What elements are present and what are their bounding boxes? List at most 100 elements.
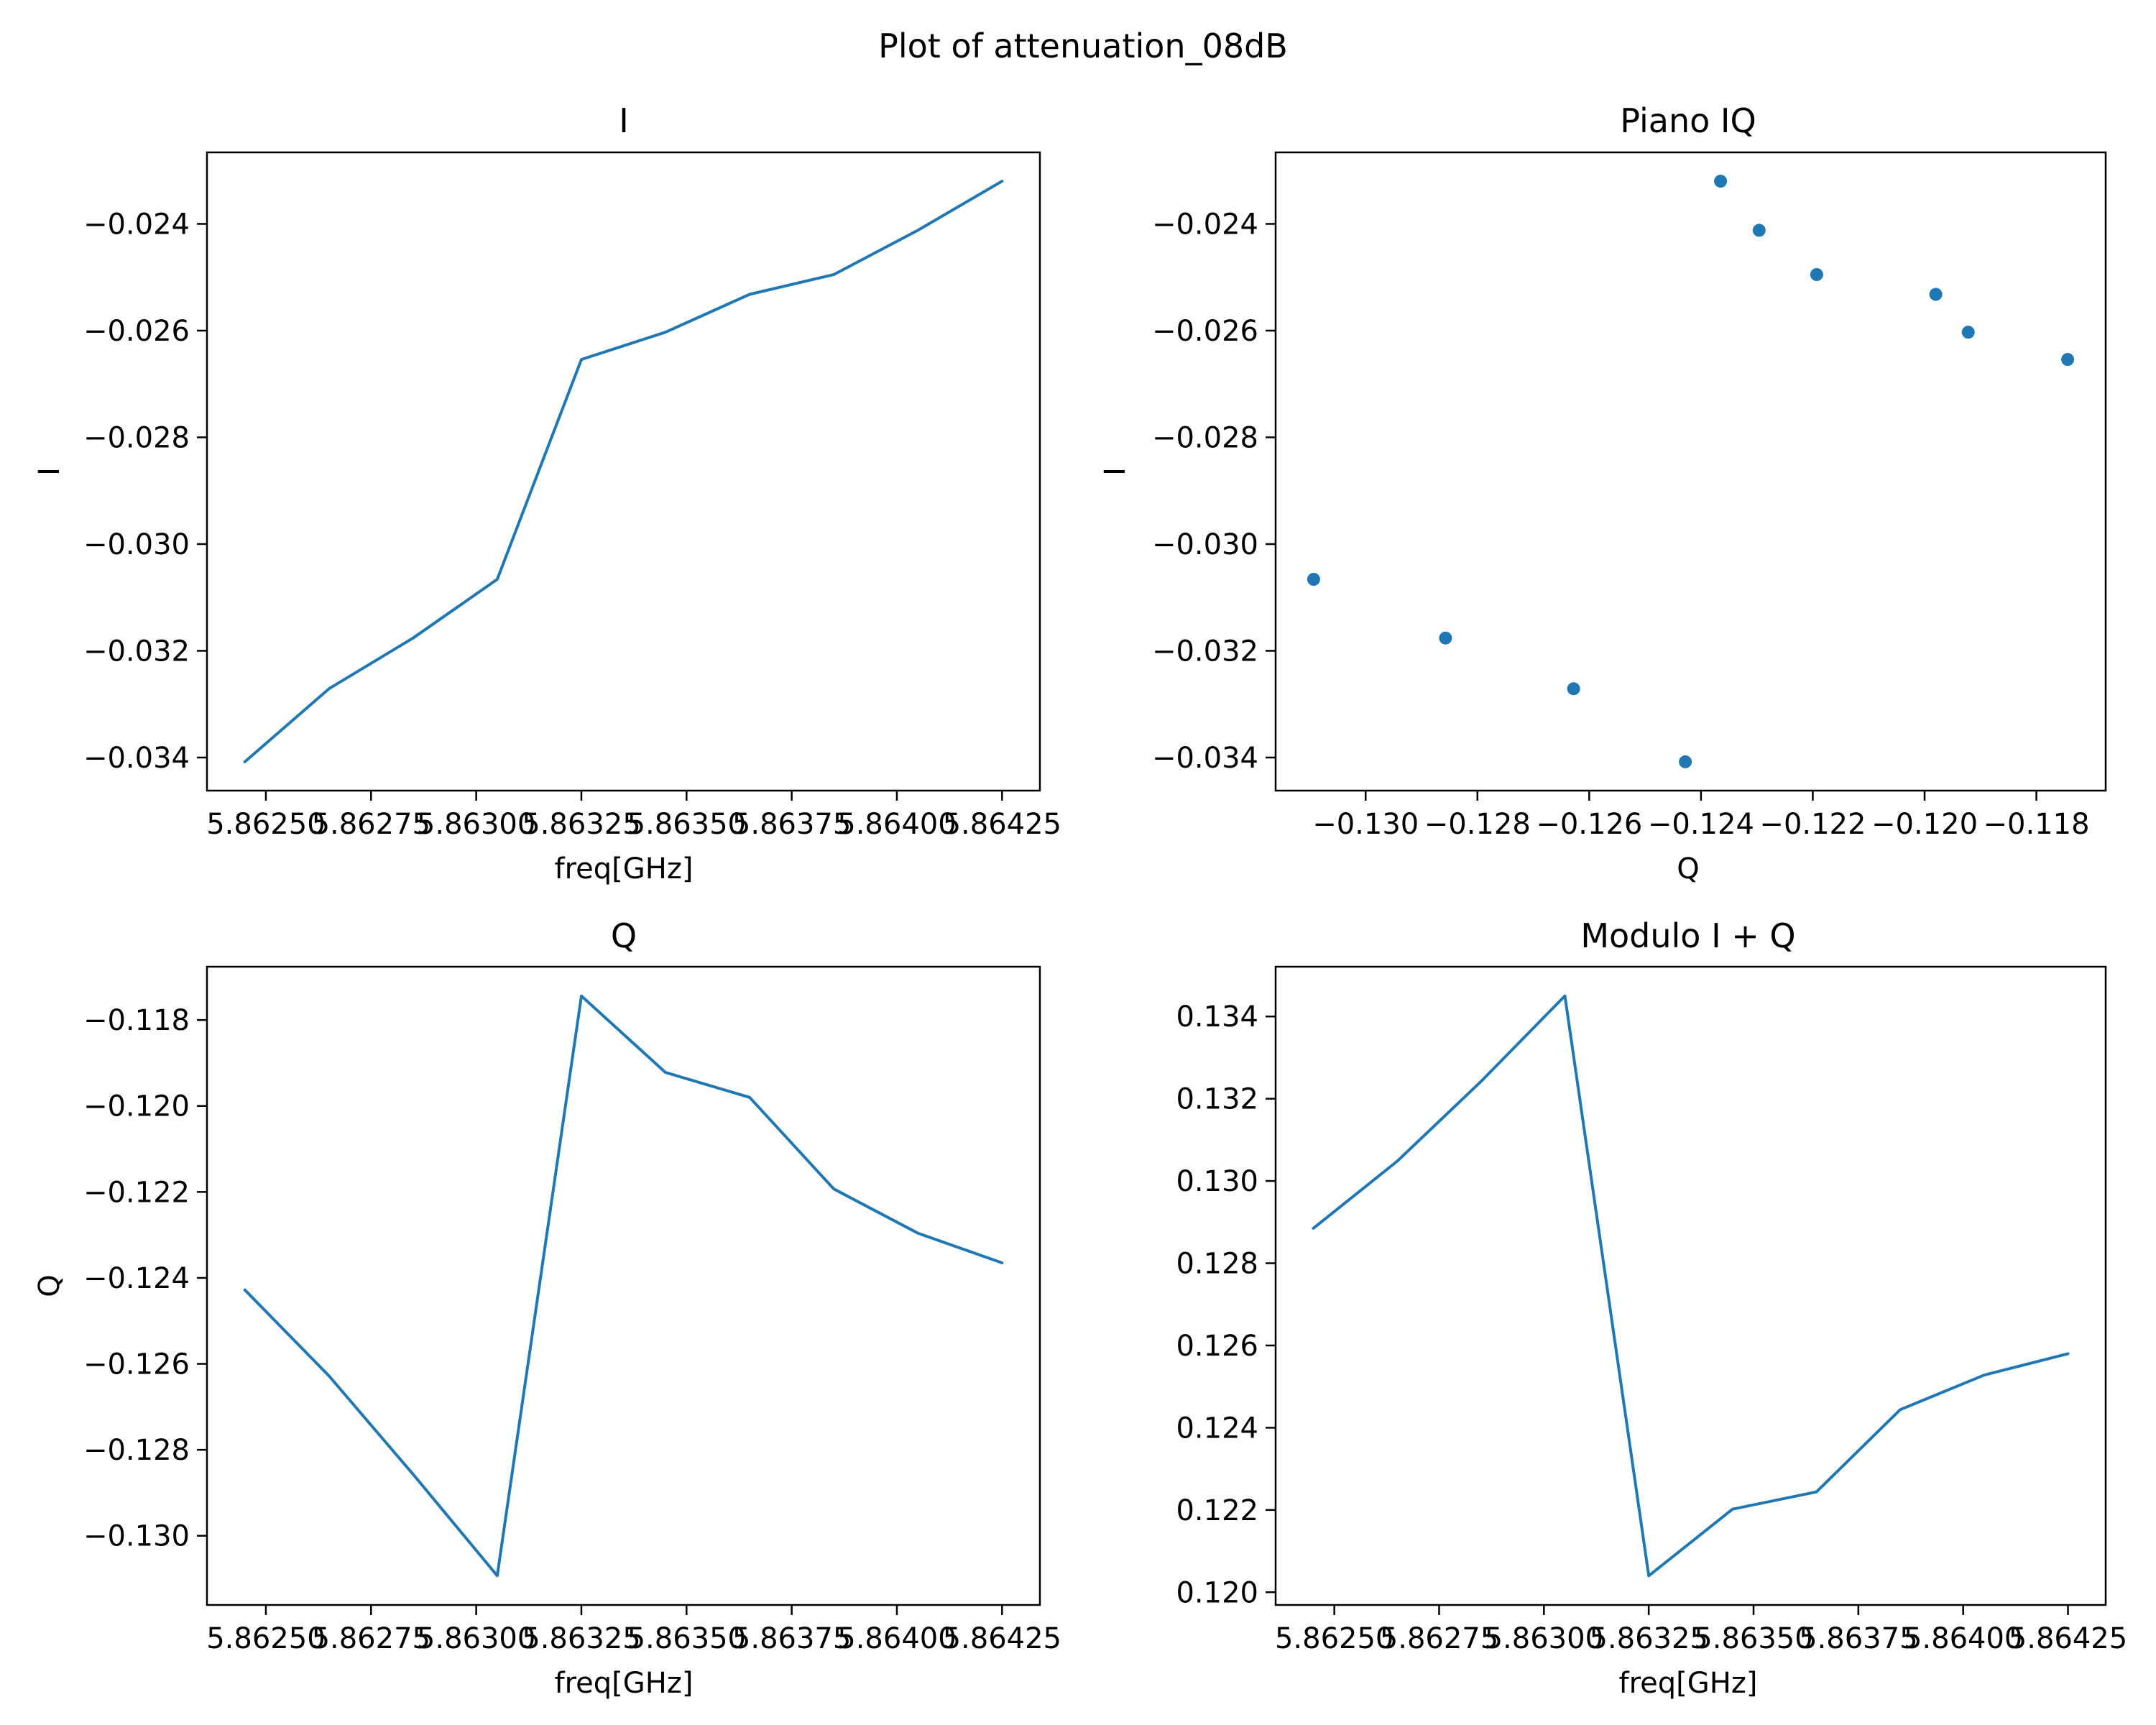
panel-mod-frame [1274, 965, 2107, 1606]
x-tick-label: 5.86350 [627, 808, 746, 841]
y-tick-label: −0.120 [83, 1090, 190, 1123]
panel-i-y-ticks: −0.024 −0.026 −0.028 −0.030 −0.032 −0.034 [83, 208, 207, 775]
y-tick-label: −0.130 [83, 1520, 190, 1553]
panel-iq-plot-area [1307, 175, 2075, 768]
series-line [243, 180, 1004, 763]
y-tick-label: −0.024 [83, 208, 190, 241]
y-tick-label: −0.030 [83, 528, 190, 561]
y-tick-label: 0.120 [1176, 1576, 1258, 1609]
x-tick-label: 5.86325 [522, 1622, 640, 1655]
panel-iq-frame [1274, 151, 2107, 792]
x-tick-label: −0.130 [1312, 808, 1419, 841]
x-tick-label: 5.86425 [2009, 1622, 2127, 1655]
panel-i: I 5.862505.862755.863005.863255.863505.8… [33, 101, 1061, 886]
panel-i-y-label: I [33, 467, 66, 476]
y-tick-label: −0.124 [83, 1262, 190, 1295]
y-tick-label: 0.132 [1176, 1083, 1258, 1116]
scatter-point [2061, 353, 2075, 367]
panel-iq: Piano IQ −0.130 −0.128 −0.126 −0.124 −0.122−… [1099, 101, 2107, 886]
scatter-point [1752, 224, 1766, 237]
y-tick-label: 0.130 [1176, 1165, 1258, 1198]
panel-iq-y-label: I [1099, 467, 1132, 476]
x-tick-label: 5.86400 [1904, 1622, 2022, 1655]
y-tick-label: 0.128 [1176, 1248, 1258, 1281]
panel-i-frame [206, 151, 1041, 792]
x-tick-label: −0.118 [1984, 808, 2090, 841]
x-tick-label: −0.122 [1759, 808, 1866, 841]
scatter-point [1961, 326, 1975, 339]
y-tick-label: 0.122 [1176, 1494, 1258, 1527]
panel-iq-y-ticks: −0.024 −0.026 −0.028 −0.030 −0.032 −0.034 [1152, 208, 1276, 775]
panel-q-x-ticks: 5.862505.862755.863005.863255.863505.863… [206, 1605, 1061, 1655]
panel-q-x-label: freq[GHz] [555, 1667, 694, 1700]
panel-mod-y-ticks: 0.134 0.132 0.130 0.128 0.126 0.124 0.122 0.120 [1176, 1000, 1276, 1609]
y-tick-label: −0.026 [1152, 315, 1258, 348]
panel-iq-x-label: Q [1677, 852, 1699, 886]
panel-mod-x-ticks: 5.862505.862755.863005.863255.863505.863… [1275, 1605, 2127, 1655]
panel-i-x-label: freq[GHz] [555, 852, 694, 886]
scatter-point [1810, 268, 1823, 281]
y-tick-label: −0.128 [83, 1434, 190, 1467]
y-tick-label: −0.122 [83, 1176, 190, 1209]
x-tick-label: 5.86375 [732, 1622, 851, 1655]
panel-q-plot-area [243, 994, 1004, 1578]
panel-i-x-ticks: 5.862505.862755.863005.863255.863505.863… [206, 791, 1061, 841]
panel-q-y-label: Q [33, 1274, 66, 1297]
y-tick-label: −0.118 [83, 1004, 190, 1037]
scatter-point [1929, 288, 1943, 301]
y-tick-label: −0.026 [83, 315, 190, 348]
y-tick-label: −0.024 [1152, 208, 1258, 241]
x-tick-label: −0.120 [1871, 808, 1978, 841]
scatter-point [1307, 573, 1320, 586]
panel-iq-x-ticks: −0.130 −0.128 −0.126 −0.124 −0.122 −0.120 −0.1… [1312, 791, 2090, 841]
x-tick-label: 5.86400 [837, 1622, 956, 1655]
y-tick-label: −0.034 [83, 742, 190, 775]
panel-mod-plot-area [1312, 994, 2070, 1578]
x-tick-label: 5.86325 [1589, 1622, 1708, 1655]
scatter-point [1714, 175, 1728, 188]
x-tick-label: 5.86350 [1694, 1622, 1812, 1655]
y-tick-label: 0.124 [1176, 1412, 1258, 1445]
x-tick-label: 5.86325 [522, 808, 640, 841]
panel-i-plot-area [243, 180, 1004, 763]
y-tick-label: −0.030 [1152, 528, 1258, 561]
y-tick-label: −0.028 [83, 421, 190, 454]
x-tick-label: 5.86425 [943, 808, 1061, 841]
x-tick-label: 5.86400 [837, 808, 956, 841]
y-tick-label: −0.032 [1152, 635, 1258, 668]
series-line [243, 994, 1004, 1578]
y-tick-label: 0.126 [1176, 1330, 1258, 1363]
y-tick-label: −0.032 [83, 635, 190, 668]
x-tick-label: 5.86375 [732, 808, 851, 841]
series-line [1312, 994, 2070, 1578]
panel-iq-title: Piano IQ [1620, 101, 1756, 140]
x-tick-label: 5.86250 [206, 808, 325, 841]
x-tick-label: 5.86300 [417, 1622, 535, 1655]
x-tick-label: 5.86275 [1380, 1622, 1498, 1655]
x-tick-label: 5.86425 [943, 1622, 1061, 1655]
x-tick-label: 5.86250 [206, 1622, 325, 1655]
panel-mod-title: Modulo I + Q [1580, 916, 1795, 955]
panel-q-title: Q [611, 916, 637, 955]
panel-q: Q 5.862505.862755.863005.863255.863505.8… [33, 916, 1061, 1700]
x-tick-label: 5.86250 [1275, 1622, 1393, 1655]
panel-mod: Modulo I + Q 5.862505.862755.863005.8632… [1176, 916, 2127, 1700]
figure-title: Plot of attenuation_08dB [878, 27, 1288, 65]
panel-i-title: I [619, 101, 629, 140]
x-tick-label: −0.126 [1536, 808, 1642, 841]
scatter-point [1439, 631, 1452, 645]
x-tick-label: 5.86375 [1799, 1622, 1917, 1655]
x-tick-label: −0.124 [1648, 808, 1754, 841]
x-tick-label: 5.86300 [417, 808, 535, 841]
panel-q-frame [206, 965, 1041, 1606]
x-tick-label: 5.86300 [1485, 1622, 1603, 1655]
x-tick-label: 5.86275 [312, 808, 430, 841]
x-tick-label: 5.86350 [627, 1622, 746, 1655]
y-tick-label: −0.034 [1152, 742, 1258, 775]
x-tick-label: −0.128 [1424, 808, 1531, 841]
y-tick-label: 0.134 [1176, 1000, 1258, 1034]
panel-mod-x-label: freq[GHz] [1619, 1667, 1758, 1700]
y-tick-label: −0.028 [1152, 421, 1258, 454]
